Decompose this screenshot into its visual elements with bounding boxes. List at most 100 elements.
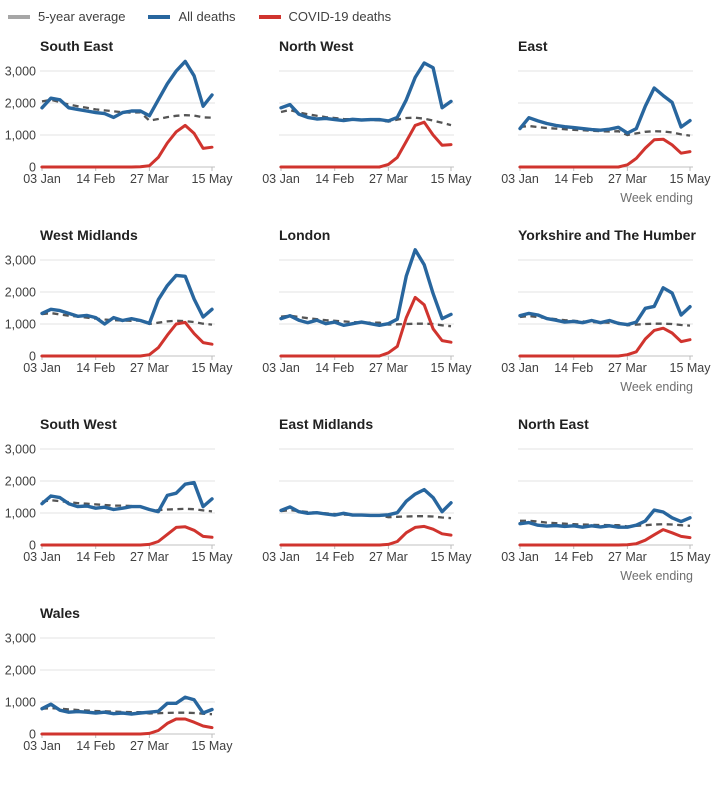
all-deaths-line [518,86,692,135]
x-tick-label: 03 Jan [262,172,300,186]
y-tick-label: 1,000 [5,318,36,332]
x-tick-label: 03 Jan [501,172,539,186]
y-tick-label: 0 [29,350,36,364]
x-tick-label: 15 May [431,550,473,564]
region-chart-cell: Yorkshire and The Humber 03 Jan 14 Feb 27 … [478,218,717,407]
chart-title: South East [40,38,114,54]
chart-north-west: 03 Jan 14 Feb 27 Mar 15 May [262,61,472,186]
covid-19-deaths-line [40,123,214,169]
all-deaths-line [40,480,214,514]
x-tick-label: 14 Feb [554,550,593,564]
chart-title: North East [518,416,589,432]
region-chart-cell: South West 03 Jan 14 Feb 27 Mar 15 May 0 1,00… [0,407,239,596]
x-tick-label: 15 May [192,739,234,753]
chart-title: Yorkshire and The Humber [518,227,696,243]
x-tick-label: 15 May [192,172,234,186]
chart-title: Wales [40,605,80,621]
all-deaths-line [40,273,214,326]
covid-19-deaths-line [40,320,214,358]
all-deaths-line [518,508,692,529]
covid-19-deaths-line [40,717,214,736]
chart-title: London [279,227,331,243]
chart-south-west: 03 Jan 14 Feb 27 Mar 15 May 0 1,000 2,000 3,000 [5,443,234,565]
week-ending-label: Week ending [620,569,693,583]
week-ending-label: Week ending [620,191,693,205]
legend-label: All deaths [178,9,236,24]
x-tick-label: 03 Jan [23,550,61,564]
x-tick-label: 27 Mar [130,172,169,186]
x-tick-label: 14 Feb [315,550,354,564]
chart-wales: 03 Jan 14 Feb 27 Mar 15 May 0 1,000 2,000 3,000 [5,632,234,754]
x-tick-label: 03 Jan [23,739,61,753]
y-tick-label: 1,000 [5,129,36,143]
region-chart-cell: Wales 03 Jan 14 Feb 27 Mar 15 May 0 1,000 2,00… [0,596,239,785]
chart-title: West Midlands [40,227,138,243]
y-tick-label: 0 [29,728,36,742]
y-tick-label: 0 [29,539,36,553]
x-tick-label: 15 May [192,550,234,564]
y-tick-label: 3,000 [5,443,36,457]
legend-item: 5-year average [8,9,125,24]
y-tick-label: 2,000 [5,286,36,300]
chart-legend: 5-year average All deaths COVID-19 death… [0,0,718,29]
y-tick-label: 3,000 [5,65,36,79]
x-tick-label: 03 Jan [501,361,539,375]
x-tick-label: 15 May [670,550,712,564]
x-tick-label: 15 May [192,361,234,375]
y-tick-label: 3,000 [5,254,36,268]
covid-19-deaths-line [518,528,692,547]
x-tick-label: 03 Jan [23,172,61,186]
y-tick-label: 3,000 [5,632,36,646]
x-tick-label: 27 Mar [130,739,169,753]
all-deaths-line [279,487,453,518]
legend-label: COVID-19 deaths [288,9,392,24]
x-tick-label: 27 Mar [130,550,169,564]
x-tick-label: 27 Mar [608,361,647,375]
y-tick-label: 1,000 [5,696,36,710]
x-tick-label: 27 Mar [608,550,647,564]
legend-item: COVID-19 deaths [258,9,392,24]
x-tick-label: 03 Jan [262,361,300,375]
y-tick-label: 2,000 [5,664,36,678]
legend-label: 5-year average [38,9,126,24]
y-tick-label: 2,000 [5,97,36,111]
week-ending-label: Week ending [620,380,693,394]
covid-19-deaths-line [40,525,214,547]
all-deaths-line [279,61,453,123]
charts-grid: South East 03 Jan 14 Feb 27 Mar 15 May 0 1,00… [0,29,718,785]
region-chart-cell: East Midlands 03 Jan 14 Feb 27 Mar 15 May [239,407,478,596]
region-chart-cell: North East 03 Jan 14 Feb 27 Mar 15 May Week … [478,407,717,596]
covid-19-deaths-line [279,295,453,358]
x-tick-label: 14 Feb [315,361,354,375]
chart-south-east: 03 Jan 14 Feb 27 Mar 15 May 0 1,000 2,000 3,000 [5,59,234,186]
x-tick-label: 27 Mar [369,361,408,375]
chart-title: East Midlands [279,416,374,432]
x-tick-label: 27 Mar [608,172,647,186]
x-tick-label: 14 Feb [554,361,593,375]
all-deaths-line [279,248,453,328]
region-chart-cell: South East 03 Jan 14 Feb 27 Mar 15 May 0 1,00… [0,29,239,218]
x-tick-label: 03 Jan [501,550,539,564]
covid-19-deaths-line [518,137,692,169]
x-tick-label: 14 Feb [76,361,115,375]
x-tick-label: 14 Feb [76,739,115,753]
chart-title: North West [279,38,354,54]
x-tick-label: 15 May [431,361,473,375]
chart-east: 03 Jan 14 Feb 27 Mar 15 May Week ending [501,70,712,205]
y-tick-label: 1,000 [5,507,36,521]
y-tick-label: 0 [29,161,36,175]
all-deaths-line [40,59,214,120]
x-tick-label: 15 May [670,172,712,186]
x-tick-label: 14 Feb [76,172,115,186]
chart-west-midlands: 03 Jan 14 Feb 27 Mar 15 May 0 1,000 2,000 3,000 [5,254,234,376]
region-chart-cell: North West 03 Jan 14 Feb 27 Mar 15 May [239,29,478,218]
x-tick-label: 27 Mar [130,361,169,375]
covid-19-deaths-line [279,524,453,547]
region-chart-cell: East 03 Jan 14 Feb 27 Mar 15 May Week ending [478,29,717,218]
covid-19-deaths-line [518,326,692,358]
region-chart-cell: London 03 Jan 14 Feb 27 Mar 15 May [239,218,478,407]
x-tick-label: 27 Mar [369,172,408,186]
chart-london: 03 Jan 14 Feb 27 Mar 15 May [262,248,473,375]
x-tick-label: 15 May [670,361,712,375]
